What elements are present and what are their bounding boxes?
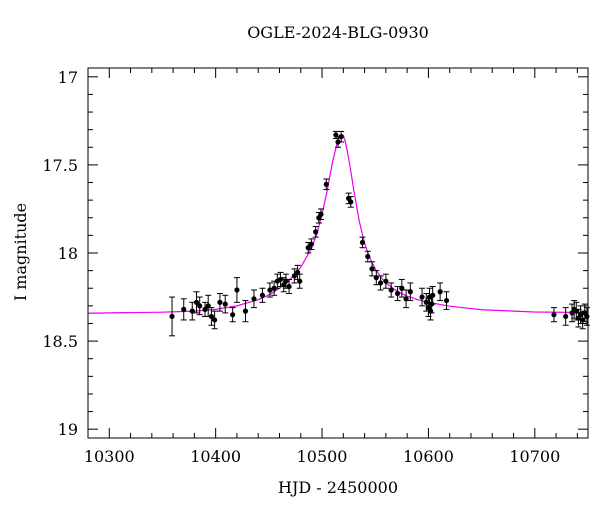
- data-point: [382, 273, 389, 289]
- point-marker: [202, 306, 208, 312]
- data-point: [443, 291, 450, 310]
- point-marker: [291, 273, 297, 279]
- point-marker: [423, 299, 429, 305]
- data-point: [377, 275, 384, 291]
- chart-title: OGLE-2024-BLG-0930: [247, 23, 429, 42]
- data-point: [359, 236, 366, 249]
- point-marker: [437, 289, 443, 295]
- point-marker: [430, 292, 436, 298]
- data-point: [222, 294, 229, 314]
- point-marker: [193, 299, 200, 305]
- point-marker: [443, 297, 450, 304]
- data-point: [242, 300, 249, 323]
- point-marker: [211, 317, 218, 323]
- y-tick-label: 19: [58, 420, 78, 439]
- data-point: [419, 287, 426, 307]
- point-marker: [169, 313, 175, 320]
- point-marker: [348, 199, 354, 205]
- data-point: [296, 273, 303, 289]
- x-tick-label: 10700: [509, 447, 560, 466]
- x-axis-label: HJD - 2450000: [278, 478, 398, 497]
- point-marker: [383, 278, 389, 284]
- point-marker: [217, 299, 223, 305]
- point-marker: [308, 241, 315, 247]
- point-marker: [242, 308, 249, 314]
- point-marker: [551, 312, 557, 318]
- data-point: [394, 285, 401, 302]
- axis-ticks: 10300 10400 10500 10600 10700 17 17.5 18 18.5 19: [42, 68, 588, 466]
- data-point: [180, 298, 187, 321]
- data-point: [250, 289, 257, 309]
- data-point: [259, 287, 266, 303]
- point-marker: [297, 278, 303, 284]
- x-tick-label: 10600: [403, 447, 454, 466]
- data-point: [347, 196, 354, 208]
- data-point: [229, 307, 236, 323]
- data-point: [562, 307, 569, 326]
- point-marker: [359, 239, 366, 246]
- point-marker: [197, 303, 203, 309]
- data-point: [317, 208, 324, 221]
- data-point: [429, 285, 436, 305]
- point-marker: [377, 280, 384, 286]
- data-point: [338, 130, 345, 143]
- point-marker: [563, 313, 569, 320]
- y-tick-label: 17: [58, 68, 78, 87]
- x-tick-label: 10400: [190, 447, 241, 466]
- point-marker: [313, 229, 319, 235]
- data-point: [271, 280, 278, 296]
- y-tick-label: 17.5: [42, 156, 78, 175]
- point-marker: [388, 287, 394, 293]
- data-point: [211, 310, 218, 330]
- point-marker: [338, 134, 344, 140]
- x-tick-label: 10500: [297, 447, 348, 466]
- data-point: [312, 226, 319, 238]
- point-marker: [181, 306, 187, 312]
- point-marker: [394, 290, 401, 297]
- point-marker: [267, 287, 273, 293]
- y-tick-label: 18: [58, 244, 78, 263]
- data-point: [286, 278, 293, 295]
- point-marker: [251, 296, 257, 302]
- data-point: [323, 178, 330, 191]
- point-marker: [208, 313, 215, 320]
- data-point: [169, 296, 176, 337]
- data-point: [388, 282, 395, 298]
- point-marker: [577, 312, 584, 318]
- point-marker: [584, 313, 590, 320]
- point-marker: [222, 301, 228, 307]
- data-point: [266, 282, 273, 298]
- data-point: [291, 268, 298, 284]
- point-marker: [286, 283, 292, 290]
- point-marker: [365, 253, 371, 260]
- data-point: [193, 291, 200, 314]
- point-marker: [230, 312, 236, 318]
- point-marker: [407, 289, 413, 295]
- data-point: [407, 282, 414, 302]
- data-point: [308, 238, 315, 250]
- point-marker: [335, 139, 341, 145]
- point-marker: [323, 181, 329, 187]
- point-marker: [271, 285, 277, 291]
- data-point: [437, 282, 444, 302]
- y-axis-label: I magnitude: [11, 203, 30, 301]
- data-point: [550, 307, 557, 323]
- point-marker: [234, 287, 240, 293]
- data-points-layer: [169, 130, 590, 337]
- data-point: [208, 307, 215, 326]
- data-point: [335, 136, 341, 148]
- y-tick-label: 18.5: [42, 332, 78, 351]
- x-tick-label: 10300: [84, 447, 135, 466]
- data-point: [216, 293, 223, 312]
- point-marker: [259, 292, 266, 298]
- point-marker: [318, 211, 324, 217]
- point-marker: [419, 294, 425, 300]
- data-point: [196, 296, 203, 316]
- data-point: [233, 277, 240, 303]
- plot-frame: [87, 67, 589, 439]
